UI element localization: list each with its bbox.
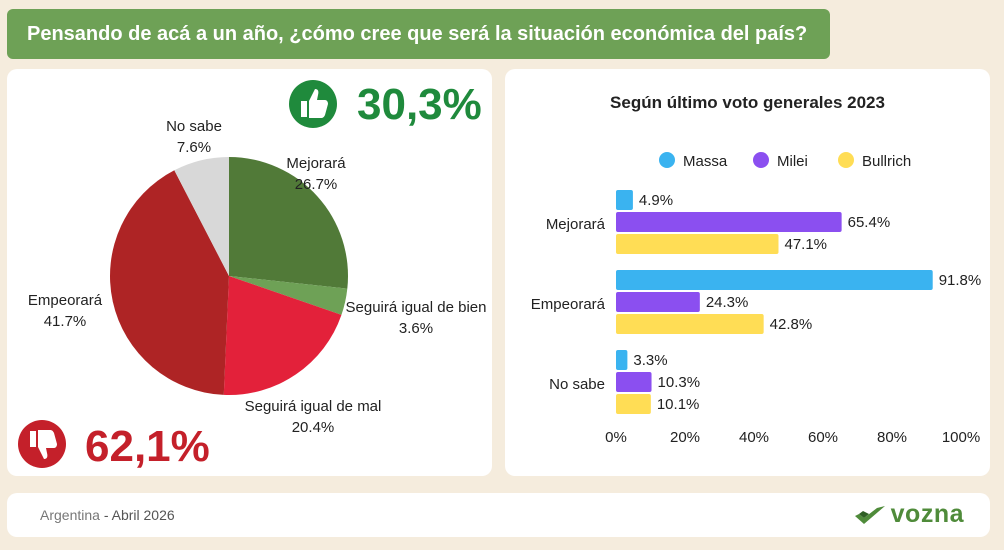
slice-label-no-sabe: No sabe 7.6% bbox=[166, 118, 222, 156]
bar-label-bullrich-1: 42.8% bbox=[770, 316, 813, 333]
pie-slice-mejorar- bbox=[229, 157, 349, 289]
slice-label-igual-mal: Seguirá igual de mal 20.4% bbox=[245, 398, 382, 436]
bar-massa-0 bbox=[616, 190, 633, 210]
x-tick-label: 100% bbox=[942, 429, 980, 446]
slice-label-empeorara: Empeorará 41.7% bbox=[28, 292, 103, 330]
category-label-mejorara: Mejorará bbox=[546, 216, 606, 233]
footer: Argentina - Abril 2026 vozna bbox=[7, 493, 990, 537]
bar-milei-1 bbox=[616, 292, 700, 312]
check-leaf-icon bbox=[854, 505, 885, 524]
bar-bullrich-2 bbox=[616, 394, 651, 414]
x-tick-label: 60% bbox=[808, 429, 838, 446]
bar-label-massa-0: 4.9% bbox=[639, 192, 673, 209]
bar-chart: Massa Milei Bullrich Mejorará Empeorará … bbox=[531, 152, 982, 446]
bar-label-milei-1: 24.3% bbox=[706, 294, 749, 311]
legend-massa: Massa bbox=[659, 152, 728, 170]
bar-label-massa-1: 91.8% bbox=[939, 272, 982, 289]
thumbs-up-icon bbox=[289, 80, 337, 128]
pie-chart-panel: Mejorará 26.7% Seguirá igual de bien 3.6% … bbox=[7, 69, 492, 476]
pie-chart: Mejorará 26.7% Seguirá igual de bien 3.6% … bbox=[18, 80, 487, 471]
pie-slice-seguir-igual-de-bien bbox=[229, 276, 348, 315]
negative-percentage: 62,1% bbox=[85, 422, 210, 471]
x-tick-label: 80% bbox=[877, 429, 907, 446]
thumbs-down-icon bbox=[18, 420, 66, 468]
footer-country: Argentina bbox=[40, 507, 100, 523]
bar-milei-2 bbox=[616, 372, 652, 392]
category-label-no-sabe: No sabe bbox=[549, 376, 605, 393]
pie-slice-seguir-igual-de-mal bbox=[223, 276, 342, 395]
footer-separator: - bbox=[99, 507, 112, 523]
pie-slice-empeorar- bbox=[109, 170, 229, 395]
bar-bullrich-0 bbox=[616, 234, 779, 254]
brand-name: vozna bbox=[890, 500, 964, 528]
bar-label-milei-2: 10.3% bbox=[658, 374, 701, 391]
bar-chart-title: Según último voto generales 2023 bbox=[610, 93, 885, 112]
legend-bullrich: Bullrich bbox=[838, 152, 911, 170]
brand-logo: vozna bbox=[853, 500, 964, 529]
legend-milei: Milei bbox=[753, 152, 808, 170]
bar-bullrich-1 bbox=[616, 314, 764, 334]
bar-label-massa-2: 3.3% bbox=[633, 352, 667, 369]
x-tick-label: 0% bbox=[605, 429, 627, 446]
footer-date: Abril 2026 bbox=[111, 507, 175, 523]
x-tick-label: 20% bbox=[670, 429, 700, 446]
svg-text:Bullrich: Bullrich bbox=[862, 153, 911, 170]
category-label-empeorara: Empeorará bbox=[531, 296, 606, 313]
question-text: Pensando de acá a un año, ¿cómo cree que… bbox=[27, 22, 808, 45]
bar-label-bullrich-0: 47.1% bbox=[784, 236, 827, 253]
question-title-bar: Pensando de acá a un año, ¿cómo cree que… bbox=[7, 9, 830, 59]
slice-label-mejorara: Mejorará 26.7% bbox=[286, 155, 346, 193]
svg-text:Massa: Massa bbox=[683, 153, 728, 170]
bar-label-bullrich-2: 10.1% bbox=[657, 396, 700, 413]
bar-massa-2 bbox=[616, 350, 628, 370]
bar-massa-1 bbox=[616, 270, 933, 290]
x-tick-label: 40% bbox=[739, 429, 769, 446]
footer-caption: Argentina - Abril 2026 bbox=[40, 507, 175, 523]
svg-text:Milei: Milei bbox=[777, 153, 808, 170]
bar-milei-0 bbox=[616, 212, 842, 232]
bar-label-milei-0: 65.4% bbox=[848, 214, 891, 231]
pie-slice-no-sabe bbox=[174, 157, 229, 276]
bar-chart-panel: Según último voto generales 2023 Massa M… bbox=[505, 69, 990, 476]
positive-percentage: 30,3% bbox=[357, 80, 482, 129]
slice-label-igual-bien: Seguirá igual de bien 3.6% bbox=[346, 299, 487, 337]
